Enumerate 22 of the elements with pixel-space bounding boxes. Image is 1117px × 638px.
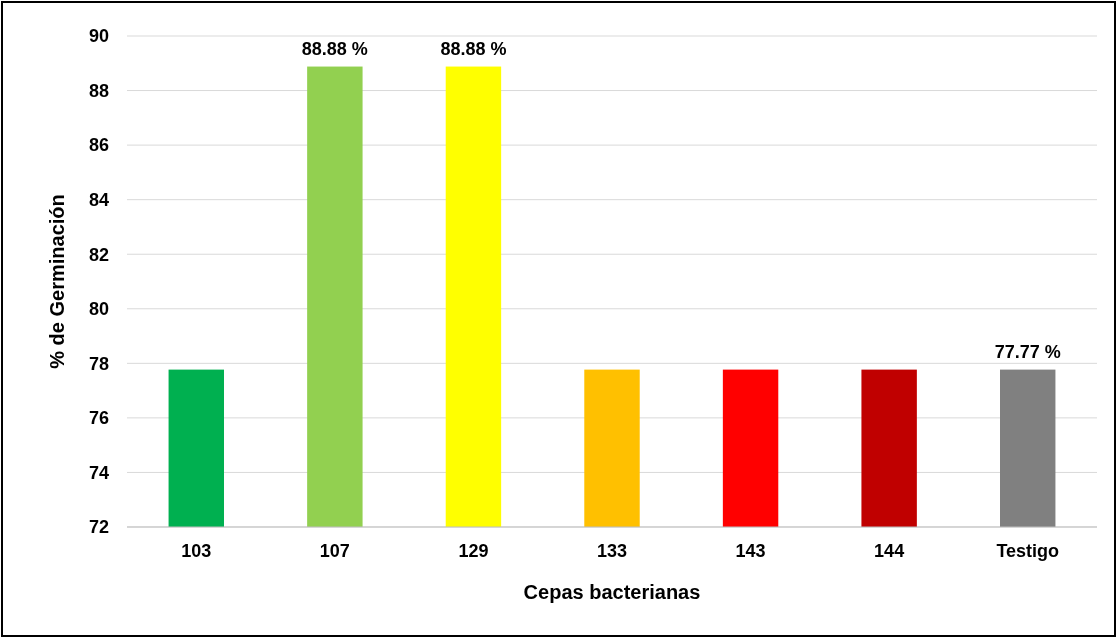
- data-label: 88.88 %: [440, 38, 507, 59]
- y-tick-label: 76: [88, 408, 109, 429]
- y-tick-label: 86: [88, 135, 109, 156]
- x-tick-label: 103: [181, 541, 212, 561]
- y-tick-label: 84: [88, 189, 109, 210]
- x-tick-label: 129: [458, 541, 489, 561]
- x-tick-label: 107: [319, 541, 350, 561]
- y-tick-label: 82: [88, 244, 109, 265]
- x-tick-label: Testigo: [996, 541, 1060, 561]
- x-tick-label: 133: [596, 541, 628, 561]
- y-tick-label: 90: [88, 26, 109, 47]
- y-axis-title: % de Germinación: [46, 194, 68, 369]
- x-tick-label: 143: [735, 541, 766, 561]
- y-tick-label: 80: [88, 299, 109, 320]
- x-axis-title: Cepas bacterianas: [523, 581, 701, 603]
- data-label: 88.88 %: [301, 38, 368, 59]
- data-label: 77.77 %: [994, 341, 1061, 362]
- y-tick-label: 88: [88, 80, 109, 101]
- y-tick-label: 72: [88, 517, 109, 538]
- x-tick-label: 144: [874, 541, 905, 561]
- y-tick-label: 74: [88, 462, 109, 483]
- y-tick-label: 78: [88, 353, 109, 374]
